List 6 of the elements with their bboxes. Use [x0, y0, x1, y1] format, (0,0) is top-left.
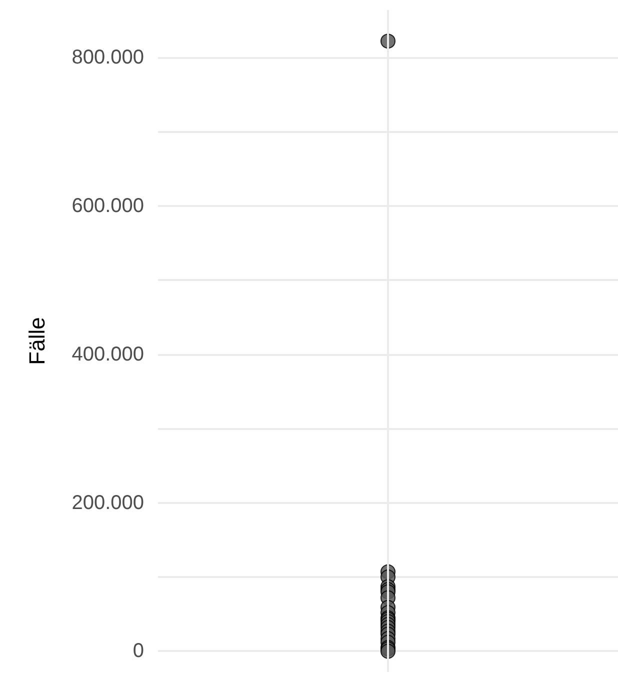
y-tick-label: 400.000 [72, 343, 144, 366]
y-tick-label: 0 [132, 640, 144, 662]
y-tick-label: 200.000 [72, 492, 144, 514]
y-tick-label: 600.000 [72, 194, 144, 217]
y-tick-label: 800.000 [72, 46, 144, 68]
y-axis-title: Fälle [24, 317, 50, 365]
